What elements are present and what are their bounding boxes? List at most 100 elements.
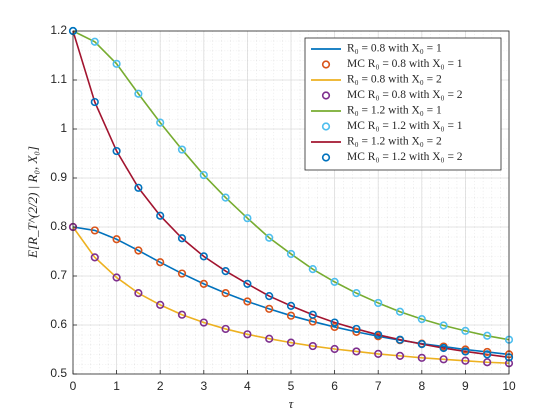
mc-marker [330, 318, 339, 327]
mc-marker [439, 321, 448, 330]
mc-marker [199, 252, 208, 261]
mc-marker [243, 330, 252, 339]
y-tick-label: 0.6 [50, 317, 67, 331]
legend-label: MC R₀ = 1.2 with X₀ = 1 [347, 120, 463, 132]
legend-swatch [321, 122, 331, 131]
mc-marker [352, 327, 361, 336]
mc-marker [134, 89, 143, 98]
legend-label: MC R₀ = 1.2 with X₀ = 2 [347, 151, 463, 163]
mc-marker [221, 193, 230, 202]
mc-marker [352, 324, 361, 334]
mc-marker [461, 326, 470, 335]
mc-marker [483, 331, 492, 340]
series-line [72, 226, 510, 365]
x-tick-label: 8 [418, 379, 425, 393]
mc-marker [483, 350, 492, 359]
mc-marker [156, 118, 165, 127]
mc-marker [417, 353, 426, 362]
mc-marker [286, 338, 296, 347]
mc-marker [265, 233, 274, 242]
x-tick-label: 9 [462, 379, 469, 393]
mc-marker [439, 355, 448, 364]
mc-marker [330, 277, 339, 286]
x-tick-label: 2 [157, 379, 164, 393]
mc-marker [483, 347, 492, 357]
mc-marker [156, 211, 165, 220]
mc-marker [134, 289, 143, 298]
y-tick-label: 0.9 [50, 170, 67, 184]
mc-marker [461, 347, 470, 356]
series-line [72, 30, 510, 359]
x-tick-label: 3 [200, 379, 207, 393]
mc-marker [199, 170, 208, 180]
mc-marker [243, 214, 252, 223]
mc-marker [90, 97, 99, 107]
mc-marker [177, 269, 187, 278]
x-tick-label: 1 [113, 379, 120, 393]
series-line [72, 30, 510, 341]
mc-marker [439, 343, 448, 353]
legend-label: R₀ = 0.8 with X₀ = 2 [347, 74, 442, 86]
mc-marker [199, 279, 208, 288]
mc-marker [112, 235, 121, 244]
y-tick-label: 1.1 [50, 72, 67, 86]
mc-marker [90, 226, 99, 235]
mc-marker [417, 315, 426, 324]
mc-marker [199, 318, 208, 327]
mc-marker [243, 279, 252, 288]
mc-marker [374, 330, 383, 339]
x-tick-label: 4 [244, 379, 251, 393]
mc-marker [112, 59, 121, 68]
series-line [72, 226, 510, 356]
mc-marker [156, 258, 165, 267]
mc-marker [156, 300, 165, 310]
mc-marker [352, 347, 361, 356]
mc-marker [243, 297, 252, 306]
mc-marker [90, 37, 99, 46]
mc-marker [308, 341, 317, 351]
legend-swatch [321, 60, 331, 69]
mc-marker [221, 324, 230, 334]
x-tick-label: 5 [288, 379, 295, 393]
x-tick-label: 10 [502, 379, 516, 393]
x-tick-label: 0 [70, 379, 77, 393]
mc-marker [461, 356, 470, 365]
legend-swatch [321, 91, 331, 100]
mc-marker [374, 298, 383, 308]
mc-marker [374, 349, 383, 359]
mc-marker [286, 249, 296, 259]
mc-marker [286, 301, 296, 310]
mc-marker [221, 289, 230, 298]
mc-marker [352, 289, 361, 298]
mc-marker [177, 310, 187, 319]
x-tick-label: 7 [375, 379, 382, 393]
legend-swatch [321, 153, 331, 162]
x-tick-label: 6 [331, 379, 338, 393]
mc-marker [395, 351, 405, 360]
x-axis-label: τ [289, 396, 295, 411]
mc-marker [177, 234, 187, 243]
y-tick-label: 0.7 [50, 268, 67, 282]
mc-marker [134, 246, 143, 255]
mc-marker [330, 344, 339, 354]
mc-marker [265, 291, 274, 301]
y-tick-label: 1.2 [50, 23, 67, 37]
mc-marker [134, 183, 143, 192]
legend: R₀ = 0.8 with X₀ = 1 MC R₀ = 0.8 with X₀ … [304, 37, 502, 171]
y-tick-label: 0.5 [50, 366, 67, 380]
legend-label: R₀ = 0.8 with X₀ = 1 [347, 43, 442, 55]
legend-label: MC R₀ = 0.8 with X₀ = 2 [347, 89, 463, 101]
y-axis-label: E[R_T^(2/2) | R₀, X₀] [25, 146, 40, 259]
mc-marker [221, 267, 230, 276]
legend-label: R₀ = 1.2 with X₀ = 2 [347, 136, 442, 148]
mc-marker [112, 146, 121, 156]
legend-box [304, 37, 502, 171]
mc-marker [90, 253, 99, 262]
mc-marker [177, 145, 187, 154]
legend-label: MC R₀ = 0.8 with X₀ = 1 [347, 58, 463, 70]
mc-marker [286, 311, 296, 320]
mc-marker [417, 340, 426, 349]
y-tick-label: 0.8 [50, 219, 67, 233]
mc-marker [265, 334, 274, 343]
mc-marker [308, 265, 317, 274]
